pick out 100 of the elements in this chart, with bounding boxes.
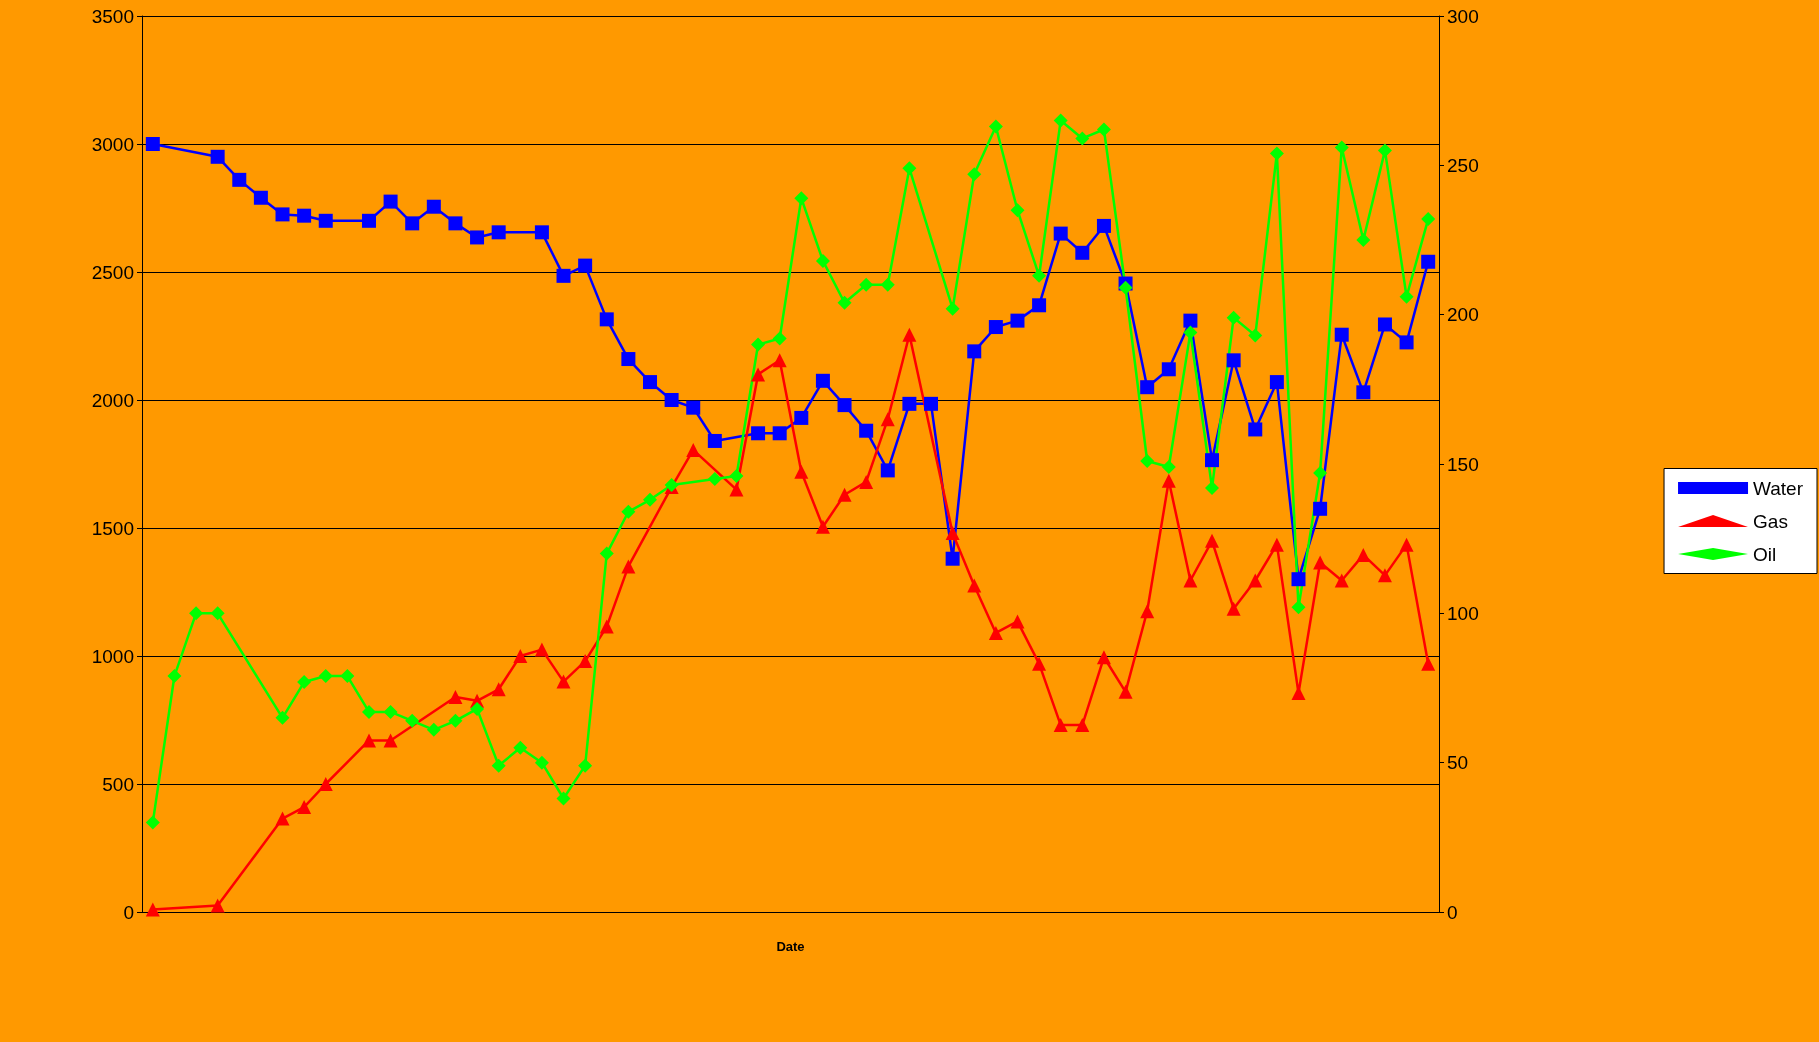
point bbox=[988, 320, 1003, 335]
point bbox=[1032, 656, 1047, 671]
point bbox=[361, 704, 376, 719]
y2-tick-label: 100 bbox=[1447, 602, 1479, 624]
point bbox=[1226, 353, 1241, 368]
point bbox=[1334, 140, 1349, 155]
point bbox=[1399, 289, 1414, 304]
point bbox=[361, 733, 376, 748]
point bbox=[1334, 573, 1349, 588]
point bbox=[275, 811, 290, 826]
point bbox=[880, 412, 895, 427]
point bbox=[1291, 572, 1306, 587]
point bbox=[772, 331, 787, 346]
point bbox=[578, 654, 593, 669]
point bbox=[1313, 555, 1328, 570]
point bbox=[1226, 310, 1241, 325]
point bbox=[1161, 459, 1176, 474]
y2-tick-label: 150 bbox=[1447, 453, 1479, 475]
point bbox=[1096, 122, 1111, 137]
point bbox=[1399, 335, 1414, 350]
point bbox=[1161, 473, 1176, 488]
point bbox=[210, 149, 225, 164]
point bbox=[1291, 600, 1306, 615]
point bbox=[1053, 718, 1068, 733]
point bbox=[513, 740, 528, 755]
point bbox=[1075, 718, 1090, 733]
point bbox=[578, 258, 593, 273]
point bbox=[448, 216, 463, 231]
point bbox=[686, 442, 701, 457]
point bbox=[1248, 422, 1263, 437]
point bbox=[664, 393, 679, 407]
point bbox=[361, 213, 376, 228]
y-tick-label: 3500 bbox=[91, 5, 134, 27]
point bbox=[1269, 375, 1284, 390]
y2-tick-label: 250 bbox=[1447, 154, 1479, 176]
point bbox=[815, 373, 830, 388]
x-axis-title: Date bbox=[776, 939, 805, 954]
point bbox=[145, 137, 160, 151]
point bbox=[556, 791, 571, 806]
point bbox=[837, 295, 852, 310]
point bbox=[859, 474, 874, 489]
point bbox=[751, 367, 766, 382]
point bbox=[1010, 313, 1025, 328]
point bbox=[556, 268, 571, 283]
point bbox=[1096, 650, 1111, 665]
y-tick-label: 2500 bbox=[91, 261, 134, 283]
point bbox=[534, 642, 549, 657]
point bbox=[167, 669, 182, 684]
point bbox=[815, 519, 830, 534]
point bbox=[967, 578, 982, 593]
point bbox=[145, 902, 160, 917]
point bbox=[837, 487, 852, 502]
y-tick-label: 1500 bbox=[91, 517, 134, 539]
point bbox=[1010, 203, 1025, 218]
point bbox=[297, 208, 312, 223]
point bbox=[686, 400, 701, 415]
point bbox=[145, 815, 160, 830]
point bbox=[1032, 298, 1047, 313]
point bbox=[988, 119, 1003, 134]
point bbox=[297, 800, 312, 815]
point bbox=[772, 426, 787, 441]
point bbox=[815, 253, 830, 268]
point bbox=[837, 398, 852, 413]
point bbox=[275, 207, 290, 222]
point bbox=[491, 682, 506, 697]
point bbox=[1075, 245, 1090, 260]
point bbox=[859, 277, 874, 292]
point bbox=[924, 396, 939, 411]
point bbox=[534, 755, 549, 770]
point bbox=[880, 463, 895, 478]
point bbox=[1421, 254, 1436, 269]
point bbox=[513, 649, 528, 663]
point bbox=[1118, 280, 1133, 295]
point bbox=[1118, 684, 1133, 699]
y2-tick-label: 50 bbox=[1447, 752, 1469, 774]
point bbox=[642, 375, 657, 390]
point bbox=[621, 504, 636, 519]
point bbox=[1377, 568, 1392, 583]
point bbox=[556, 674, 571, 689]
y2-tick-label: 0 bbox=[1447, 901, 1458, 923]
y-tick-label: 1000 bbox=[91, 645, 134, 667]
point bbox=[1421, 212, 1436, 227]
point bbox=[945, 526, 960, 541]
point bbox=[1377, 143, 1392, 158]
point bbox=[988, 625, 1003, 640]
point bbox=[1356, 547, 1371, 562]
point bbox=[232, 172, 247, 187]
legend-label: Gas bbox=[1753, 510, 1788, 532]
point bbox=[1053, 226, 1068, 241]
point bbox=[340, 669, 355, 684]
point bbox=[534, 225, 549, 240]
point bbox=[859, 423, 874, 438]
point bbox=[599, 619, 614, 634]
point bbox=[794, 464, 809, 479]
point bbox=[707, 471, 722, 486]
point bbox=[189, 606, 204, 621]
point bbox=[448, 713, 463, 728]
point bbox=[1205, 533, 1220, 548]
point bbox=[902, 327, 917, 342]
y-tick-label: 500 bbox=[102, 773, 134, 795]
